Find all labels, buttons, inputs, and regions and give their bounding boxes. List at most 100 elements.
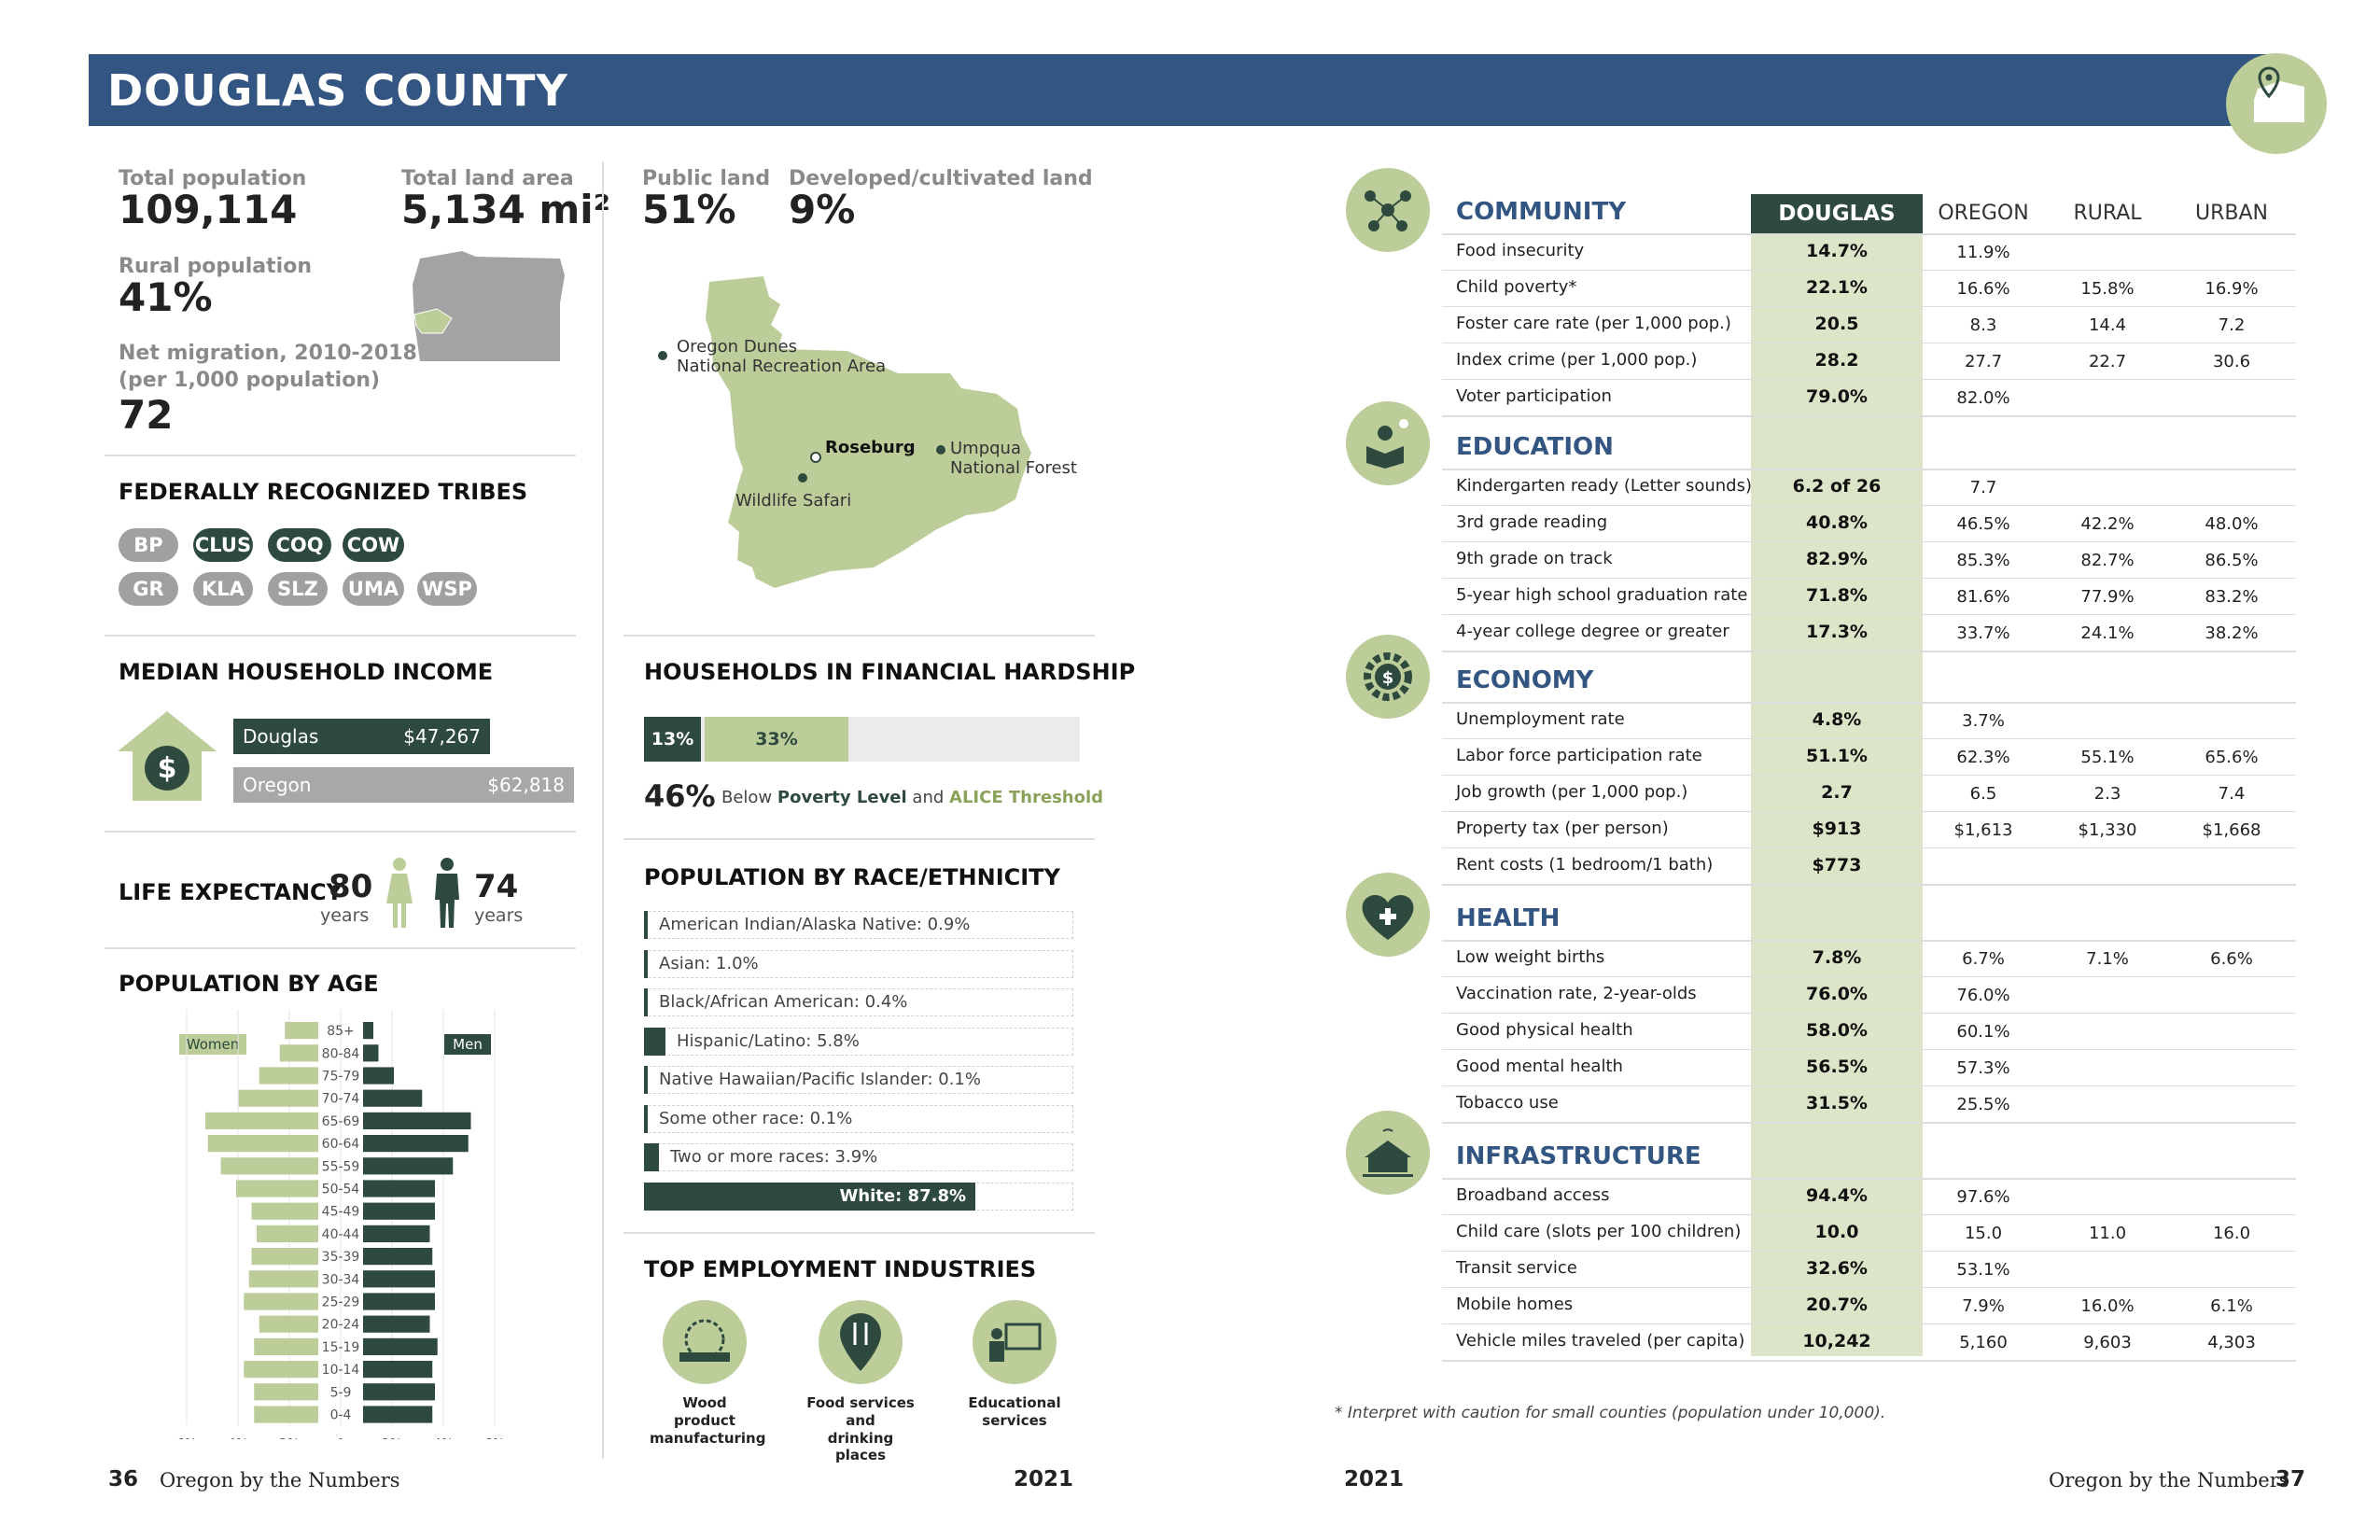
section-end-rule <box>1442 884 2296 886</box>
indicator-label: Low weight births <box>1456 947 1605 967</box>
section-community: COMMUNITY <box>1456 198 1627 226</box>
rural-value: 24.1% <box>2080 623 2135 643</box>
table-footnote: * Interpret with caution for small count… <box>1335 1404 1886 1422</box>
income-bar-douglas: Douglas $47,267 <box>233 719 490 754</box>
map-label-dunes-line1: Oregon Dunes <box>677 337 797 357</box>
right-page-year: 2021 <box>1344 1467 1405 1491</box>
pyramid-men-bar <box>363 1089 423 1107</box>
pyramid-men-bar <box>363 1270 435 1288</box>
row-divider <box>1442 1013 2296 1014</box>
douglas-value: 71.8% <box>1806 585 1868 606</box>
pyramid-age-label: 15-19 <box>322 1340 360 1355</box>
community-icon <box>1346 168 1430 252</box>
rural-value: $1,330 <box>2078 820 2137 840</box>
douglas-value: 22.1% <box>1806 277 1868 298</box>
economy-icon: $ <box>1346 635 1430 719</box>
header-urban: URBAN <box>2195 202 2268 225</box>
rural-value: 14.4 <box>2088 315 2127 335</box>
row-divider <box>1442 1251 2296 1252</box>
douglas-value: 17.3% <box>1806 622 1868 642</box>
developed-land-value: 9% <box>789 187 856 232</box>
indicator-label: Voter participation <box>1456 386 1612 406</box>
section-rule <box>1442 233 2296 235</box>
industry-label-line2: manufacturing <box>650 1429 766 1447</box>
race-bar <box>644 988 648 1016</box>
county-map <box>658 276 1031 588</box>
header-douglas: DOUGLAS <box>1751 194 1923 233</box>
pyramid-men-bar <box>363 1361 433 1379</box>
pyramid-age-label: 85+ <box>327 1024 355 1039</box>
oregon-value: 8.3 <box>1969 315 1997 335</box>
row-divider <box>1442 578 2296 579</box>
indicator-label: Property tax (per person) <box>1456 819 1669 838</box>
population-pyramid-chart: 85+ 80-84 75-79 70-74 65-69 60-64 55-59 50-54 45… <box>176 1010 505 1439</box>
row-divider <box>1442 775 2296 776</box>
indicator-label: Labor force participation rate <box>1456 746 1702 765</box>
row-divider <box>1442 379 2296 380</box>
hardship-caption: Below Poverty Level and ALICE Threshold <box>721 788 1103 807</box>
public-land-value: 51% <box>642 187 736 232</box>
oregon-value: 97.6% <box>1956 1187 2010 1207</box>
race-bar <box>644 1066 648 1094</box>
left-page-number: 36 <box>108 1467 139 1491</box>
pyramid-age-label: 30-34 <box>322 1272 360 1287</box>
pyramid-women-bar <box>205 1112 318 1129</box>
svg-text:$: $ <box>1382 668 1394 688</box>
industry-label-line2: drinking places <box>827 1429 894 1464</box>
race-row: Asian: 1.0% <box>644 949 1073 978</box>
pyramid-men-bar <box>363 1202 435 1220</box>
urban-value: 6.1% <box>2210 1296 2253 1316</box>
industry-label-line1: Educational <box>968 1394 1061 1411</box>
section-end-rule <box>1442 415 2296 417</box>
indicator-label: Foster care rate (per 1,000 pop.) <box>1456 314 1731 333</box>
land-area-label: Total land area <box>401 167 574 190</box>
wood-product-icon <box>663 1300 747 1384</box>
race-bar <box>644 1182 975 1211</box>
douglas-value: 6.2 of 26 <box>1792 476 1882 497</box>
house-dollar-icon: $ <box>118 711 217 801</box>
urban-value: 38.2% <box>2205 623 2259 643</box>
race-label: White: 87.8% <box>839 1185 966 1206</box>
douglas-value: 14.7% <box>1806 241 1868 261</box>
industries-title: TOP EMPLOYMENT INDUSTRIES <box>644 1256 1037 1282</box>
indicator-label: 3rd grade reading <box>1456 512 1608 532</box>
rural-value: 15.8% <box>2080 279 2135 299</box>
section-economy: ECONOMY <box>1456 666 1594 694</box>
douglas-value: 94.4% <box>1806 1185 1868 1206</box>
row-divider <box>1442 1287 2296 1288</box>
indicator-label: 9th grade on track <box>1456 549 1613 568</box>
oregon-value: 6.7% <box>1962 949 2005 969</box>
race-chart: American Indian/Alaska Native: 0.9% Asian… <box>644 911 1073 1219</box>
tribe-pill-bp: BP <box>119 528 178 562</box>
life-women-value: 80 <box>329 868 373 905</box>
row-divider <box>1442 1323 2296 1324</box>
left-page-year: 2021 <box>1014 1467 1074 1491</box>
educational-services-icon <box>973 1300 1057 1384</box>
urban-value: 4,303 <box>2207 1333 2256 1352</box>
man-icon <box>435 858 459 928</box>
indicator-label: Tobacco use <box>1456 1093 1559 1113</box>
race-label: Hispanic/Latino: 5.8% <box>677 1030 860 1051</box>
douglas-value: 28.2 <box>1814 350 1859 371</box>
pyramid-tick-label: 4% <box>228 1437 248 1439</box>
net-migration-label-line2: (per 1,000 population) <box>119 368 381 392</box>
net-migration-value: 72 <box>119 392 174 438</box>
race-bar <box>644 1143 659 1171</box>
tribe-pill-wsp: WSP <box>417 572 477 606</box>
pyramid-age-label: 0-4 <box>330 1408 352 1423</box>
urban-value: 6.6% <box>2210 949 2253 969</box>
map-label-umpqua-line2: National Forest <box>950 457 1077 478</box>
rural-value: 42.2% <box>2080 514 2135 534</box>
header-rural: RURAL <box>2073 202 2142 225</box>
race-row: Black/African American: 0.4% <box>644 988 1073 1016</box>
pyramid-women-bar <box>285 1022 318 1040</box>
douglas-value: 2.7 <box>1821 782 1853 803</box>
race-label: Some other race: 0.1% <box>659 1108 853 1128</box>
net-migration-label: Net migration, 2010-2018 (per 1,000 popu… <box>119 341 417 394</box>
urban-value: 30.6 <box>2212 352 2251 371</box>
pyramid-women-bar <box>220 1157 318 1175</box>
county-banner: DOUGLAS COUNTY <box>89 54 2273 126</box>
race-label: Asian: 1.0% <box>659 953 759 973</box>
douglas-value: 10.0 <box>1814 1222 1859 1242</box>
urban-value: 16.0 <box>2212 1224 2251 1243</box>
